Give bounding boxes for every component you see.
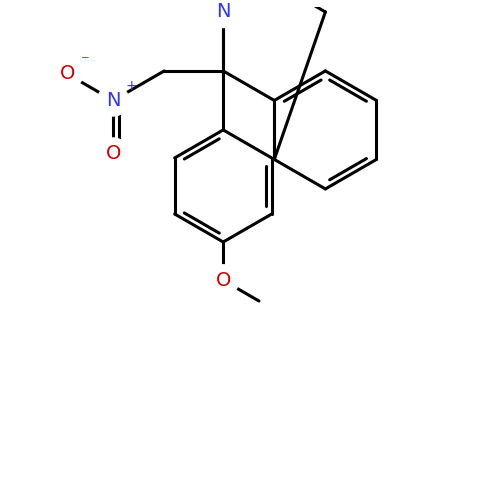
Text: O: O xyxy=(216,271,231,290)
Circle shape xyxy=(208,0,239,28)
Text: N: N xyxy=(216,2,230,22)
Circle shape xyxy=(98,85,128,116)
Text: +: + xyxy=(126,78,137,92)
Text: O: O xyxy=(60,64,75,84)
Text: ⁻: ⁻ xyxy=(81,52,90,70)
Text: N: N xyxy=(106,91,120,110)
Circle shape xyxy=(98,138,128,169)
Circle shape xyxy=(52,58,82,90)
Circle shape xyxy=(208,265,239,296)
Text: O: O xyxy=(106,144,121,163)
